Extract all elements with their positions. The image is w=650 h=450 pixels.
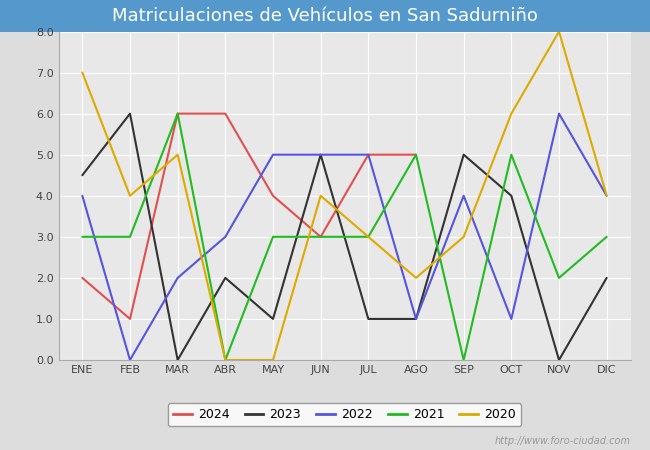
Text: http://www.foro-ciudad.com: http://www.foro-ciudad.com <box>495 436 630 446</box>
Legend: 2024, 2023, 2022, 2021, 2020: 2024, 2023, 2022, 2021, 2020 <box>168 403 521 426</box>
Text: Matriculaciones de Vehículos en San Sadurniño: Matriculaciones de Vehículos en San Sadu… <box>112 7 538 25</box>
